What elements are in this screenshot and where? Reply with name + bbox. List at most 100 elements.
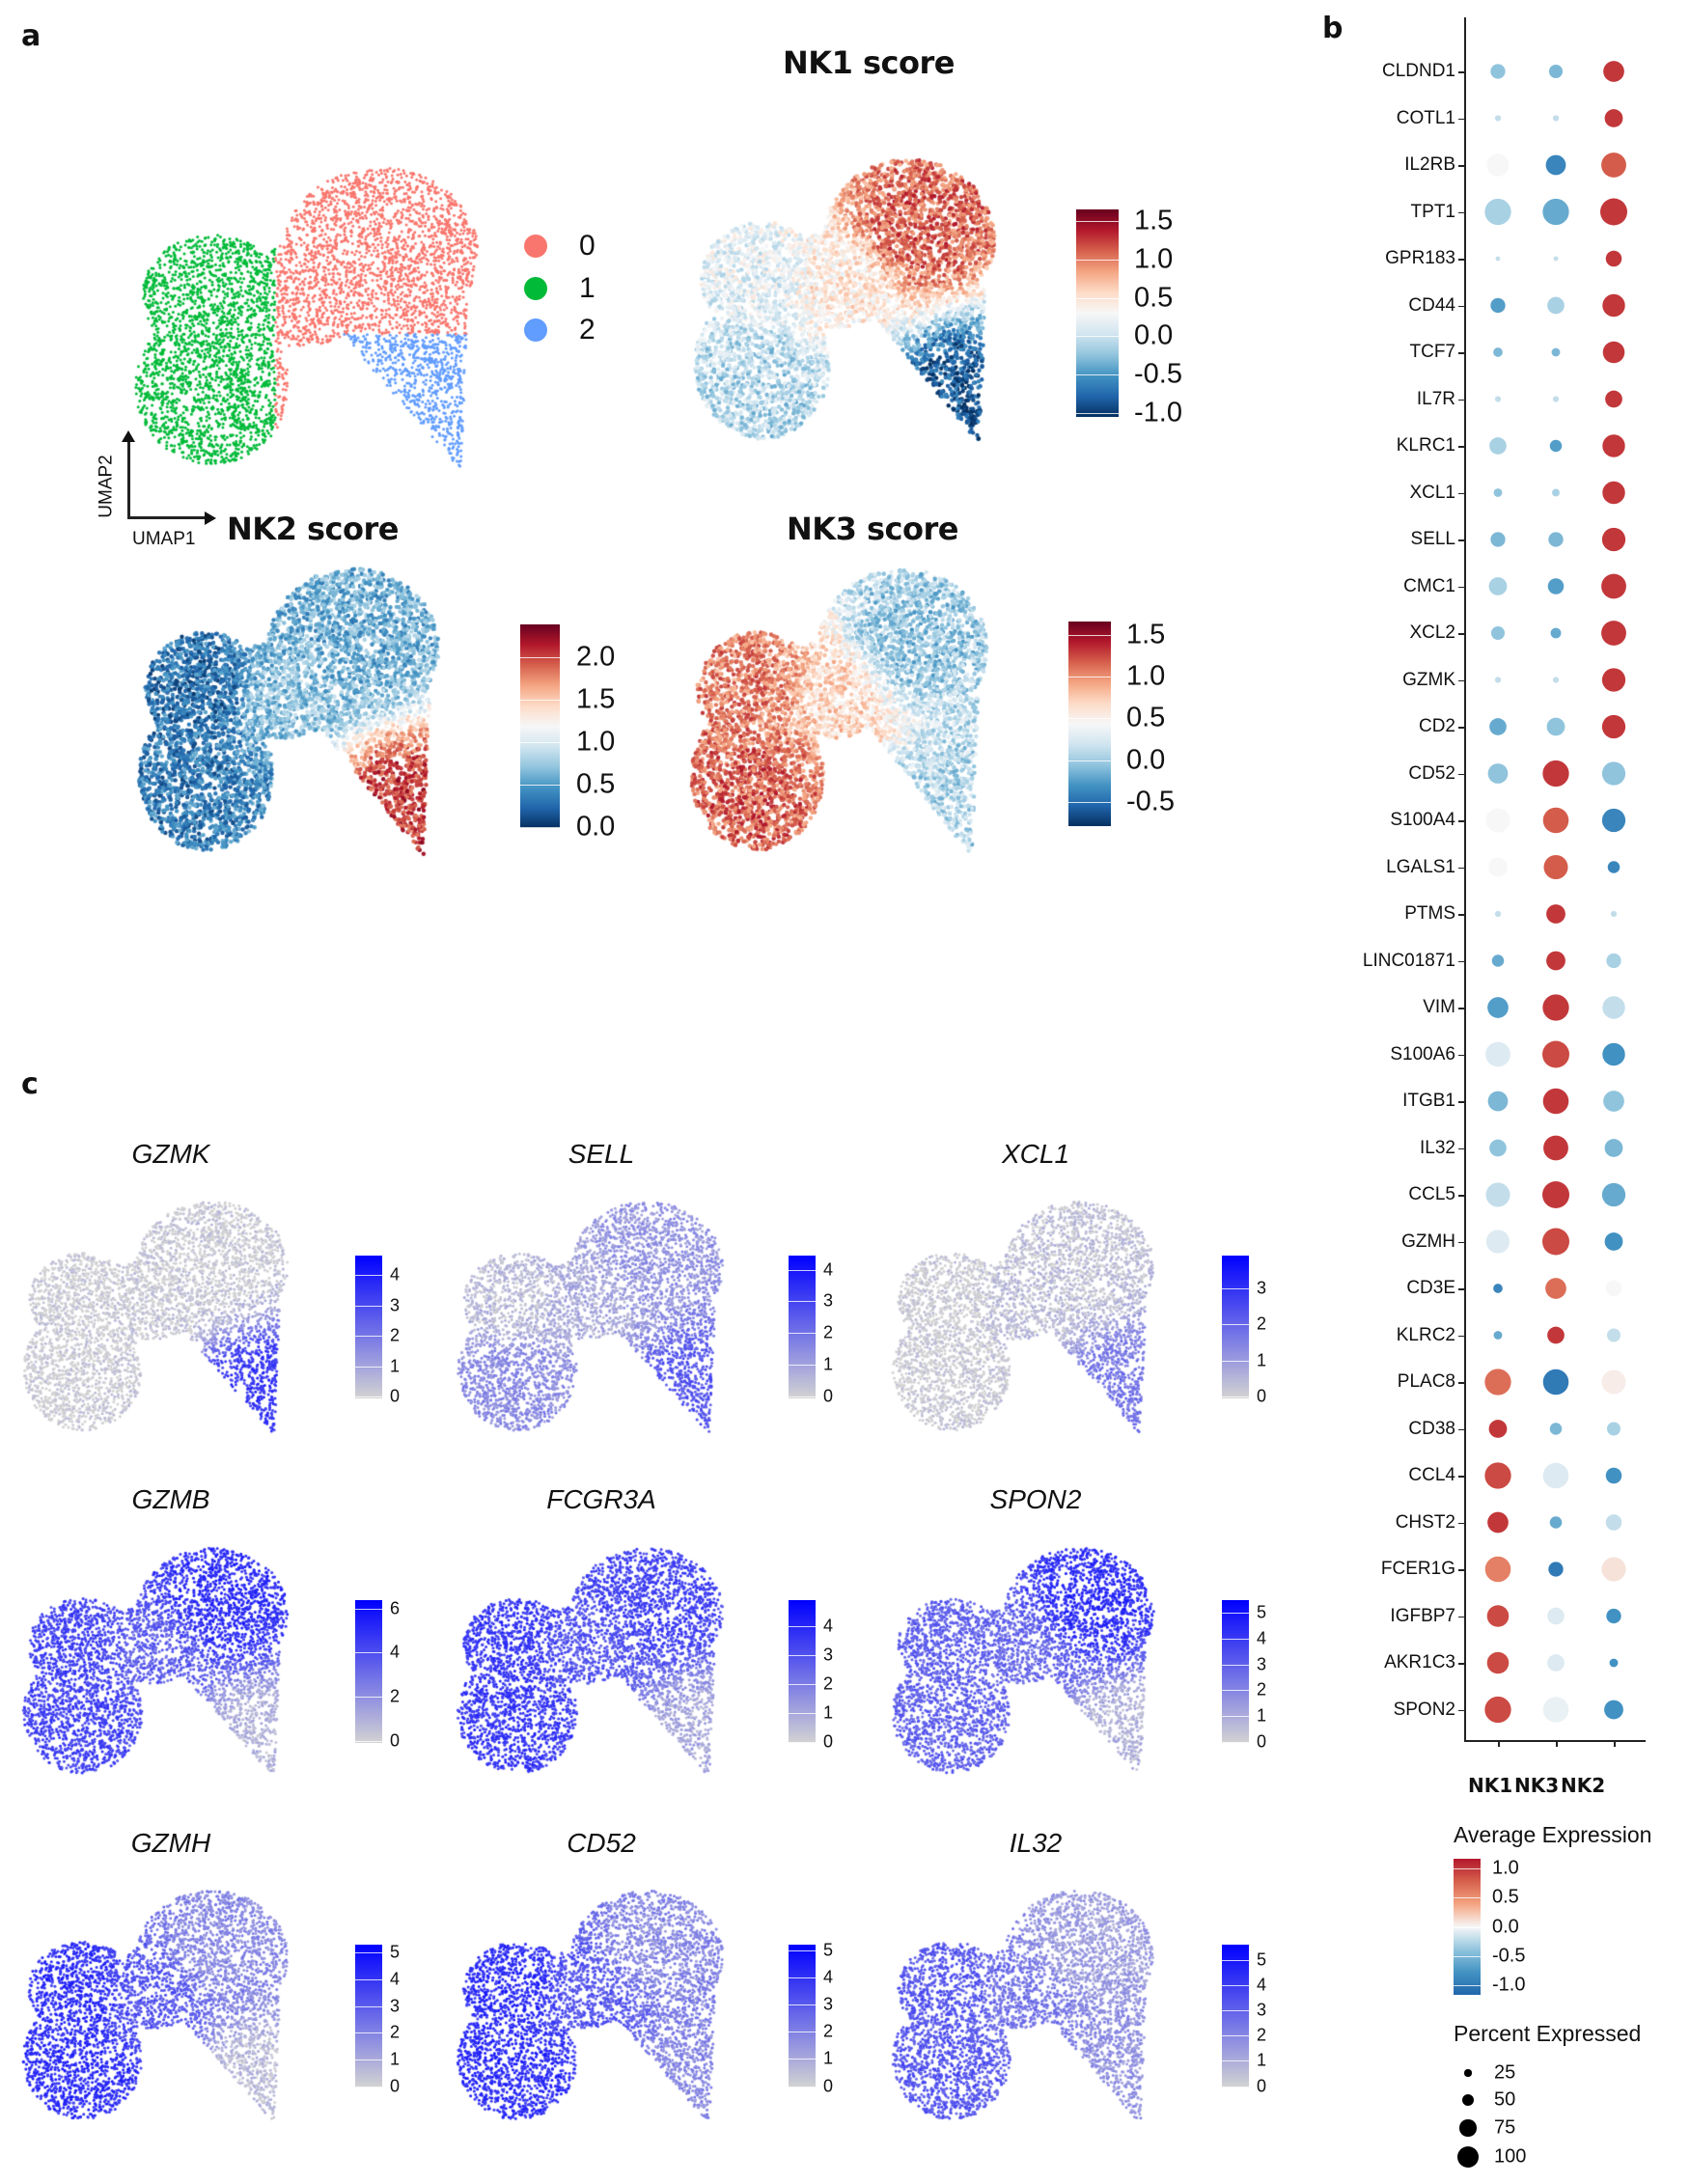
gene-label: IGFBP7 <box>1390 1605 1455 1626</box>
y-tick-mark <box>1458 352 1464 354</box>
title-nk3: NK3 score <box>787 511 958 547</box>
group-label: NK1 <box>1468 1774 1513 1797</box>
colorbar-nk2 <box>520 624 560 829</box>
dot-IL2RB-NK3 <box>1545 154 1566 176</box>
size-legend-label: 25 <box>1494 2061 1516 2084</box>
colorbar-tick-mark <box>1076 413 1119 415</box>
colorbar-tick-label: 1 <box>390 2049 401 2069</box>
colorbar-tick-label: -1.0 <box>1134 397 1182 429</box>
dot-CHST2-NK3 <box>1549 1516 1563 1529</box>
dot-VIM-NK2 <box>1602 996 1625 1019</box>
colorbar-tick-label: 2 <box>390 1686 401 1706</box>
dot-CD44-NK1 <box>1490 297 1506 314</box>
dot-CCL4-NK1 <box>1484 1462 1511 1489</box>
dot-S100A6-NK2 <box>1602 1042 1625 1066</box>
dot-COTL1-NK1 <box>1494 115 1502 122</box>
colorbar-tick-mark <box>355 1978 382 1980</box>
title-il32: IL32 <box>1009 1828 1063 1858</box>
colorbar-tick-mark <box>355 2032 382 2034</box>
size-legend-dot <box>1457 2146 1479 2168</box>
colorbar-tick-label: 0 <box>823 1731 834 1751</box>
title-nk1: NK1 score <box>783 44 955 81</box>
colorbar-tick-label: 0 <box>390 1730 401 1751</box>
colorbar-tick-label: 0 <box>1257 1386 1267 1406</box>
colorbar-tick-mark <box>1222 1360 1249 1362</box>
panel-label-c: c <box>21 1067 39 1101</box>
title-nk2: NK2 score <box>227 511 399 547</box>
colorbar-tick-label: 0 <box>390 1386 401 1406</box>
dot-IL7R-NK2 <box>1605 390 1622 408</box>
colorbar-tick-label: -0.5 <box>1126 786 1175 817</box>
dot-KLRC1-NK1 <box>1489 437 1507 455</box>
umap-xcl1 <box>890 1199 1162 1438</box>
colorbar-tick-mark <box>1076 220 1119 222</box>
y-tick-mark <box>1458 446 1464 448</box>
colorbar-tick-label: 4 <box>390 1642 401 1662</box>
colorbar-tick-mark <box>355 1608 382 1610</box>
y-tick-mark <box>1458 633 1464 635</box>
colorbar-tick-label: 3 <box>823 1994 834 2014</box>
dot-PTMS-NK3 <box>1546 904 1565 924</box>
umap-clusters <box>132 165 488 473</box>
color-legend-bar <box>1454 1859 1481 1995</box>
umap-nk3 <box>688 566 996 859</box>
cluster-legend-dot <box>524 277 547 300</box>
dot-GZMH-NK1 <box>1485 1230 1510 1254</box>
dot-TCF7-NK1 <box>1493 347 1503 357</box>
dot-CD44-NK2 <box>1602 293 1625 318</box>
gene-label: CD3E <box>1406 1278 1455 1298</box>
colorbar-tick-label: 0.0 <box>1126 744 1166 776</box>
size-legend-dot <box>1459 2119 1477 2137</box>
gene-label: PTMS <box>1404 903 1455 924</box>
colorbar-tick-mark <box>1222 2035 1249 2037</box>
colorbar-tick-label: 2 <box>390 1325 401 1345</box>
colorbar-tick-label: 0.5 <box>576 768 616 800</box>
gene-label: GZMK <box>1402 669 1455 690</box>
colorbar-tick-label: 3 <box>1257 2000 1267 2020</box>
gene-label: CLDND1 <box>1381 61 1455 81</box>
umap-nk1 <box>692 156 1004 448</box>
dot-SELL-NK3 <box>1548 532 1564 547</box>
colorbar-tick-label: 3 <box>1257 1654 1267 1674</box>
size-legend-dot <box>1461 2093 1475 2107</box>
y-tick-mark <box>1458 1054 1464 1056</box>
gene-label: IL32 <box>1420 1137 1455 1158</box>
y-tick-mark <box>1458 1522 1464 1524</box>
gene-label: CD2 <box>1418 716 1455 736</box>
colorbar-tick-label: 3 <box>390 1996 401 2016</box>
y-tick-mark <box>1458 1147 1464 1149</box>
gene-label: ITGB1 <box>1402 1091 1455 1111</box>
dot-IL7R-NK1 <box>1494 396 1502 402</box>
colorbar-tick-mark <box>789 1741 816 1743</box>
dot-PTMS-NK1 <box>1494 910 1502 918</box>
colorbar-tick-mark <box>789 1654 816 1656</box>
y-tick-mark <box>1458 1709 1464 1711</box>
dot-IGFBP7-NK2 <box>1606 1608 1621 1624</box>
umap-sell <box>455 1199 732 1438</box>
gene-label: CCL4 <box>1408 1465 1455 1485</box>
colorbar-sell <box>789 1256 816 1398</box>
umap-gzmk <box>20 1199 296 1438</box>
colorbar-tick-label: 1.0 <box>1126 660 1166 692</box>
dot-KLRC1-NK2 <box>1602 434 1625 457</box>
dot-CLDND1-NK1 <box>1490 64 1506 79</box>
y-tick-mark <box>1458 914 1464 916</box>
dot-ITGB1-NK1 <box>1487 1091 1509 1112</box>
dot-CD3E-NK2 <box>1605 1280 1622 1297</box>
cluster-legend-label: 2 <box>579 314 596 346</box>
colorbar-tick-label: 1.5 <box>1134 205 1174 236</box>
dot-IL32-NK1 <box>1489 1139 1507 1157</box>
colorbar-tick-mark <box>520 657 560 659</box>
dot-CD38-NK1 <box>1488 1420 1508 1438</box>
colorbar-tick-mark <box>1222 1690 1249 1692</box>
colorbar-tick-label: 5 <box>390 1942 401 1962</box>
colorbar-tick-mark <box>355 1366 382 1368</box>
colorbar-cd52 <box>789 1945 816 2087</box>
colorbar-tick-label: 1 <box>823 1702 834 1723</box>
gene-label: PLAC8 <box>1397 1371 1455 1392</box>
colorbar-tick-mark <box>1076 297 1119 299</box>
y-tick-mark <box>1458 1569 1464 1571</box>
dot-TPT1-NK2 <box>1600 198 1627 226</box>
colorbar-tick-mark <box>355 1952 382 1954</box>
gene-label: CD52 <box>1408 762 1455 784</box>
